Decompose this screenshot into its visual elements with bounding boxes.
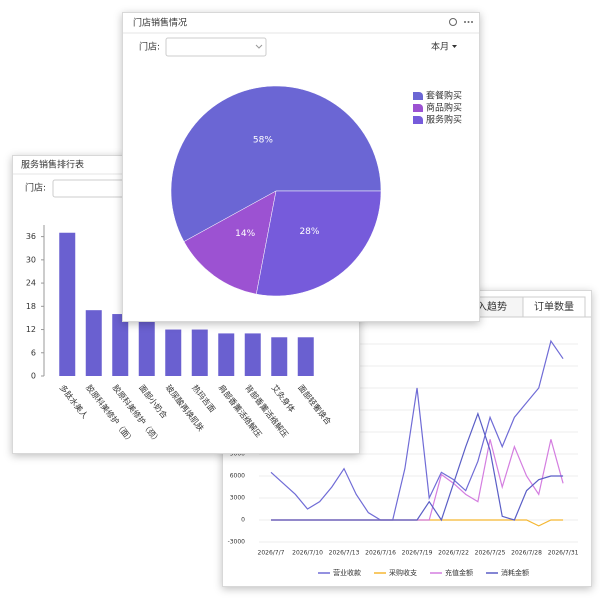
x-tick-label: 2026/7/22: [438, 550, 469, 557]
filter-label: 门店:: [139, 41, 160, 53]
x-tick-label: 2026/7/19: [402, 550, 433, 557]
x-tick-label: 2026/7/7: [258, 550, 285, 557]
y-tick-label: 9000: [230, 451, 245, 458]
legend-label: 服务购买: [426, 114, 462, 126]
legend-label: 充值金额: [445, 568, 473, 577]
y-tick-label: 30: [26, 255, 36, 264]
select-arrow: [255, 44, 263, 49]
card-title: 门店销售情况: [133, 17, 187, 29]
store-select[interactable]: [165, 37, 267, 57]
slice-label: 28%: [299, 227, 319, 237]
legend-label: 营业收款: [333, 568, 361, 577]
bar: [85, 310, 102, 376]
bar: [244, 333, 261, 376]
y-tick-label: 0: [31, 372, 36, 381]
pie-slice: [183, 190, 277, 295]
x-tick-label: 艾灸身体: [270, 383, 298, 414]
filter-label: 门店:: [25, 182, 46, 194]
x-tick-label: 2026/7/10: [292, 550, 323, 557]
legend-marker: [413, 116, 423, 124]
series-line: [271, 519, 564, 527]
y-tick-label: 6: [31, 348, 36, 357]
y-tick-label: 36: [26, 232, 36, 241]
x-tick-label: 胶原科美修护（面）: [84, 383, 136, 446]
bar: [165, 329, 182, 376]
pie-card: 门店销售情况 门店: 本月 58% 14% 28% 套餐购买 商品购买 服务购买: [122, 12, 480, 322]
bar: [218, 333, 235, 376]
x-tick-label: 2026/7/16: [365, 550, 396, 557]
bar: [138, 321, 155, 376]
x-tick-label: 面部轻奢焕合: [296, 383, 333, 427]
legend-label: 采购收支: [389, 568, 417, 577]
slice-label: 14%: [235, 229, 255, 239]
x-tick-label: 2026/7/13: [329, 550, 360, 557]
y-tick-label: 0: [241, 517, 245, 524]
y-tick-label: 24: [26, 279, 36, 288]
card-title: 服务销售排行表: [21, 159, 84, 171]
legend-label: 商品购买: [426, 102, 462, 114]
period-arrow: [452, 45, 457, 48]
pie-slice: [170, 85, 382, 242]
bar: [297, 337, 314, 376]
series-line: [271, 411, 564, 522]
pie-slice: [256, 190, 382, 297]
refresh-icon[interactable]: [449, 18, 457, 26]
more-icon[interactable]: [464, 21, 473, 23]
x-tick-label: 胶原科美修护（颈）: [111, 383, 163, 446]
bar: [191, 329, 208, 376]
y-tick-label: 3000: [230, 495, 245, 502]
x-tick-label: 2026/7/28: [511, 550, 542, 557]
bar: [59, 232, 76, 376]
legend-marker: [413, 104, 423, 112]
period-select[interactable]: 本月: [431, 41, 449, 53]
x-tick-label: 2026/7/25: [475, 550, 506, 557]
bar: [271, 337, 288, 376]
x-tick-label: 热玛吉面: [190, 383, 218, 414]
tab-label[interactable]: 订单数量: [534, 300, 574, 313]
y-tick-label: 12: [26, 325, 36, 334]
legend-marker: [413, 92, 423, 100]
series-line: [270, 339, 564, 521]
slice-label: 58%: [253, 136, 273, 146]
legend-label: 消耗金额: [501, 568, 529, 577]
y-tick-label: 18: [26, 302, 36, 311]
legend-label: 套餐购买: [426, 90, 462, 102]
y-tick-label: 6000: [230, 473, 245, 480]
x-tick-label: 2026/7/31: [548, 550, 579, 557]
bar: [112, 314, 129, 376]
y-tick-label: -3000: [228, 539, 246, 546]
